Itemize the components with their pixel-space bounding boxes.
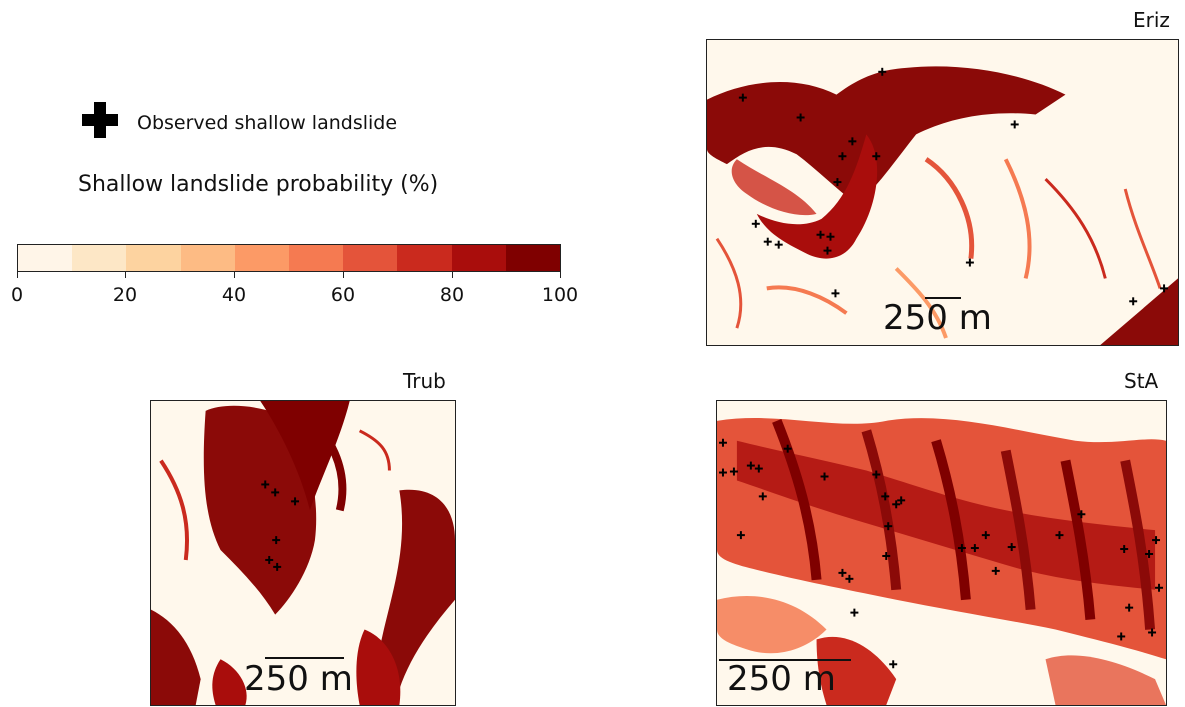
scale-bar	[265, 657, 344, 659]
panel-title-trub: Trub	[403, 369, 446, 393]
scale-bar	[719, 659, 851, 661]
colorbar-bin	[234, 245, 290, 271]
colorbar-bin	[289, 245, 344, 271]
scale-bar	[925, 297, 961, 299]
colorbar-bin	[451, 245, 506, 271]
map-panel-eriz: 250 m	[706, 39, 1179, 346]
scale-label-trub: 250 m	[244, 659, 353, 699]
colorbar-bin	[343, 245, 398, 271]
scale-label-sta: 250 m	[727, 659, 836, 699]
colorbar-bin	[72, 245, 127, 271]
colorbar-tick-label: 0	[10, 284, 24, 306]
colorbar-tick-label: 100	[541, 284, 579, 306]
colorbar-tick-label: 80	[439, 284, 465, 306]
colorbar-bin	[397, 245, 452, 271]
colorbar-tick-label: 60	[330, 284, 356, 306]
landslide-markers	[738, 67, 1169, 306]
map-panel-sta: 250 m	[716, 400, 1167, 706]
probability-map-trub	[151, 401, 455, 705]
colorbar-tick-label: 20	[112, 284, 138, 306]
colorbar-bin	[18, 245, 73, 271]
map-panel-trub: 250 m	[150, 400, 456, 706]
colorbar-title: Shallow landslide probability (%)	[78, 172, 439, 197]
scale-label-eriz: 250 m	[883, 298, 992, 338]
colorbar-bin	[180, 245, 235, 271]
landslide-markers	[718, 438, 1164, 669]
panel-title-sta: StA	[1124, 369, 1159, 393]
legend-marker-label: Observed shallow landslide	[137, 112, 398, 134]
colorbar	[17, 244, 561, 272]
colorbar-tick-label: 40	[221, 284, 247, 306]
probability-map-sta	[717, 418, 1166, 705]
colorbar-bin	[505, 245, 561, 271]
panel-title-eriz: Eriz	[1133, 8, 1170, 32]
landslide-markers	[261, 480, 300, 571]
landslide-marker-icon	[82, 102, 118, 138]
probability-map-eriz	[707, 66, 1178, 345]
colorbar-ticks: 0 20 40 60 80 100	[11, 272, 578, 306]
colorbar-bin	[126, 245, 181, 271]
